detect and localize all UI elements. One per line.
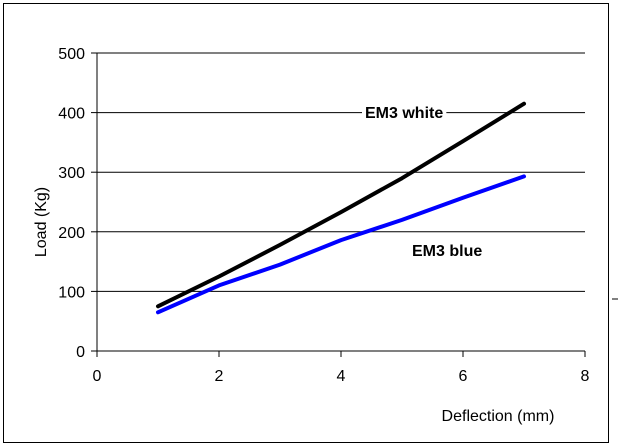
series-line-em3-white: [156, 101, 526, 309]
y-tick-label: 0: [76, 344, 85, 361]
x-tick-label: 2: [215, 368, 224, 385]
x-axis-title: Deflection (mm): [442, 408, 555, 425]
series-lines: [156, 101, 526, 315]
tick-labels: 0 100 200 300 400 500 0 2 4 6 8: [58, 46, 589, 385]
y-axis-title: Load (Kg): [33, 187, 50, 257]
series-line-em3-blue: [156, 174, 526, 315]
gridlines: [97, 52, 585, 292]
series-label-em3-white: EM3 white: [365, 105, 443, 122]
chart-frame: [3, 3, 609, 443]
y-tick-label: 300: [58, 165, 85, 182]
series-label-background: [409, 242, 486, 261]
y-tick-label: 500: [58, 46, 85, 63]
series-label-background: [362, 104, 447, 123]
series-labels: EM3 white EM3 blue: [362, 104, 486, 261]
y-tick-label: 100: [58, 284, 85, 301]
x-tick-label: 0: [93, 368, 102, 385]
y-tick-label: 400: [58, 106, 85, 123]
axes: [91, 52, 618, 357]
x-tick-label: 6: [459, 368, 468, 385]
x-tick-label: 4: [337, 368, 346, 385]
x-tick-label: 8: [581, 368, 590, 385]
series-label-em3-blue: EM3 blue: [412, 243, 482, 260]
y-tick-label: 200: [58, 225, 85, 242]
